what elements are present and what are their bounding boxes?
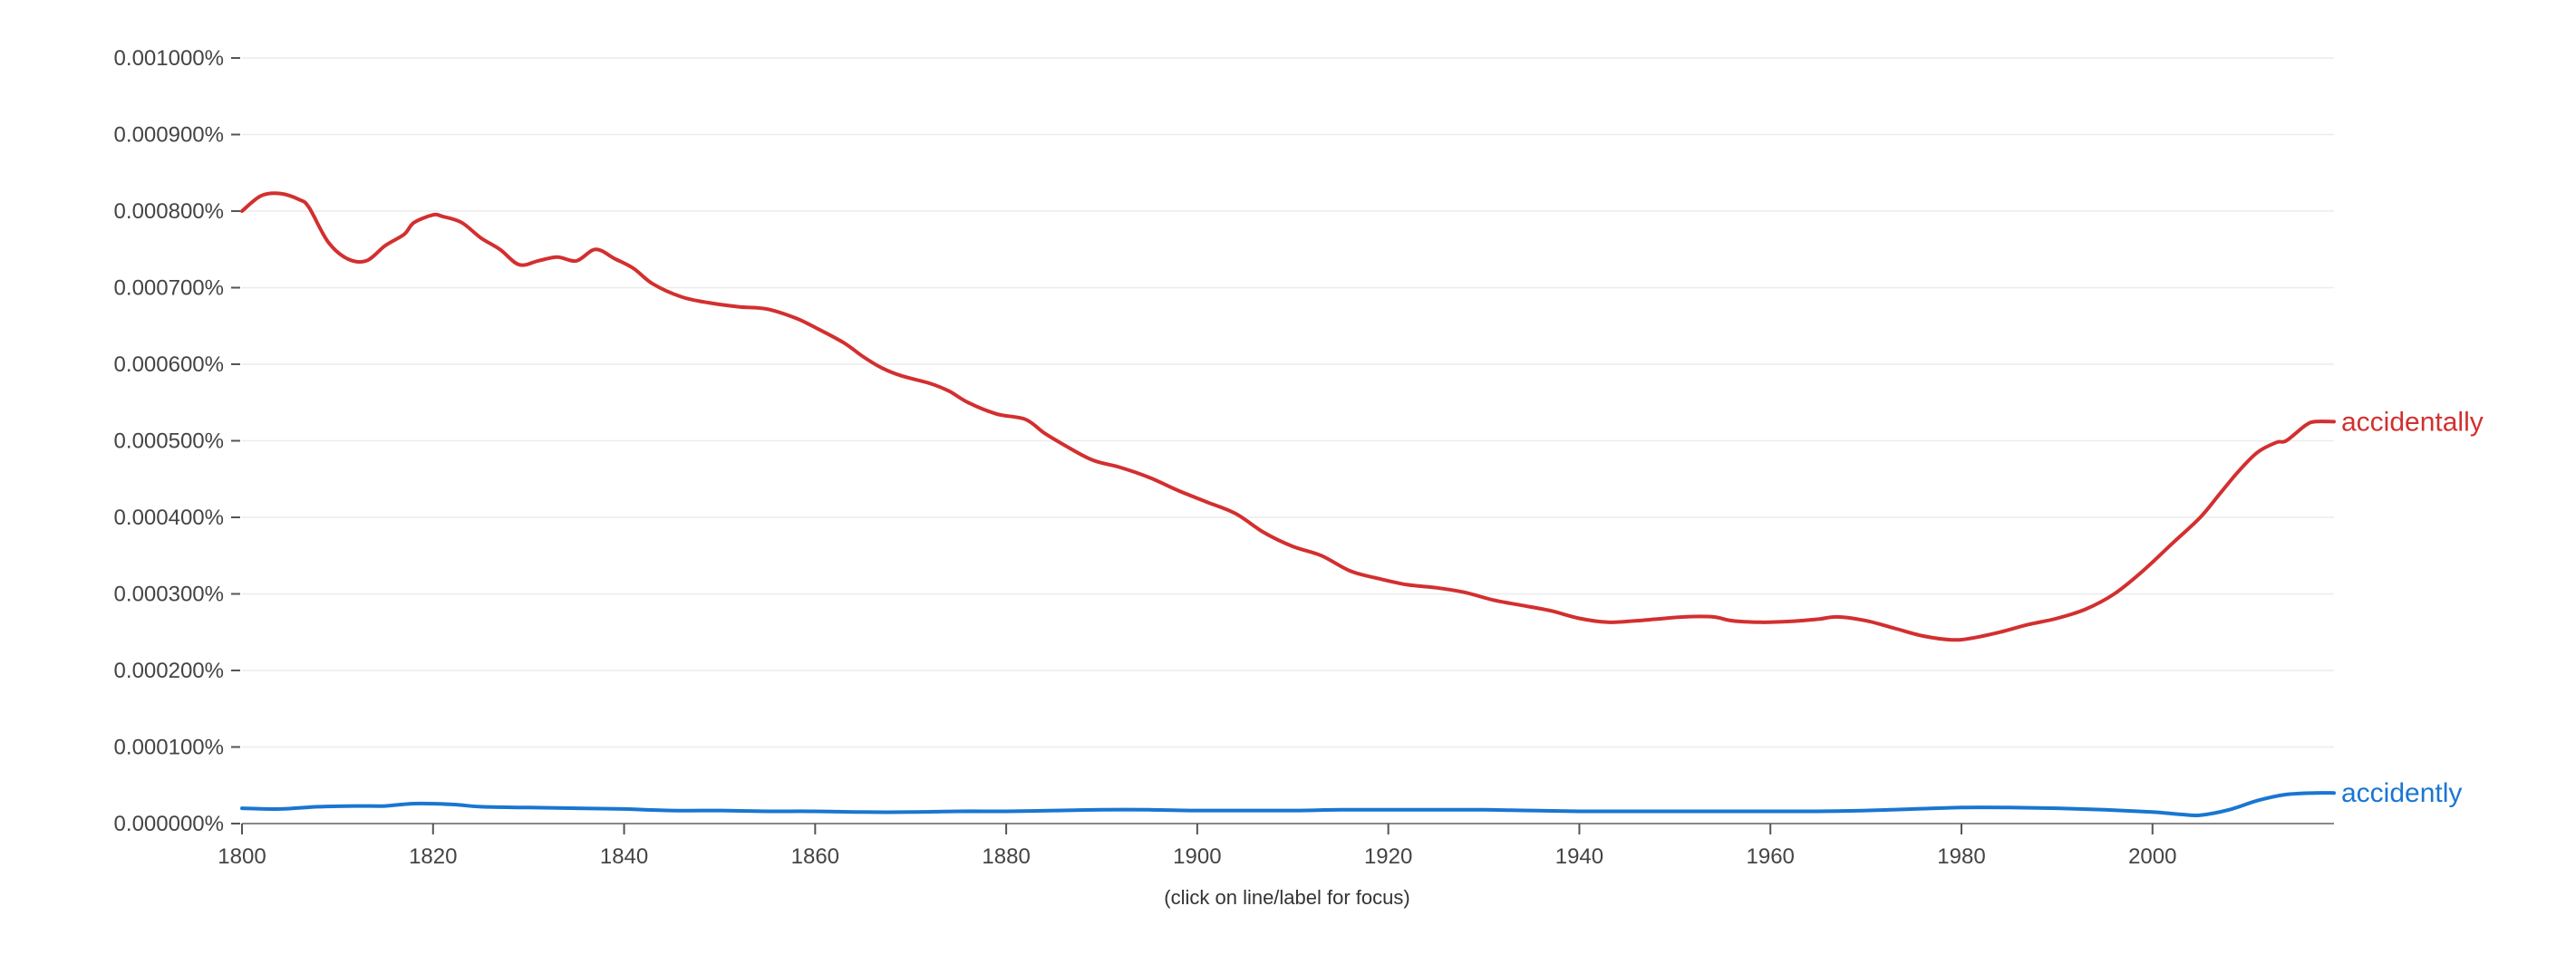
- x-tick-label: 1820: [409, 844, 457, 869]
- focus-hint: (click on line/label for focus): [1164, 886, 1409, 909]
- y-tick-label: 0.000200%: [114, 659, 224, 683]
- x-tick-label: 1800: [218, 844, 266, 869]
- x-tick-label: 1960: [1747, 844, 1795, 869]
- x-axis: 1800 1820 1840 1860 1880 1900 1920 1940 1960 1980…: [218, 823, 2334, 869]
- series-label-accidentally[interactable]: accidentally: [2341, 407, 2484, 437]
- y-tick-label: 0.001000%: [114, 46, 224, 71]
- gridlines: [242, 57, 2334, 748]
- y-tick-label: 0.000100%: [114, 736, 224, 760]
- series-lines[interactable]: [240, 191, 2336, 818]
- series-line-accidently[interactable]: [240, 791, 2336, 818]
- y-tick-label: 0.000700%: [114, 276, 224, 301]
- x-tick-label: 1860: [791, 844, 839, 869]
- y-tick-label: 0.000000%: [114, 812, 224, 836]
- x-tick-label: 1880: [982, 844, 1030, 869]
- y-axis: 0.000000% 0.000100% 0.000200% 0.000300% 0.00…: [114, 46, 240, 836]
- x-tick-label: 1900: [1173, 844, 1221, 869]
- x-tick-label: 1980: [1937, 844, 1985, 869]
- series-label-accidently[interactable]: accidently: [2341, 778, 2462, 808]
- series-line-accidentally[interactable]: [240, 191, 2336, 642]
- y-tick-label: 0.000800%: [114, 199, 224, 224]
- x-tick-label: 2000: [2128, 844, 2176, 869]
- x-tick-label: 1940: [1555, 844, 1603, 869]
- y-tick-label: 0.000900%: [114, 123, 224, 148]
- y-tick-label: 0.000600%: [114, 352, 224, 377]
- x-tick-label: 1920: [1364, 844, 1412, 869]
- x-tick-label: 1840: [600, 844, 648, 869]
- y-tick-label: 0.000400%: [114, 506, 224, 530]
- series-labels[interactable]: accidentally accidently: [2341, 407, 2484, 808]
- y-tick-label: 0.000500%: [114, 429, 224, 454]
- y-tick-label: 0.000300%: [114, 583, 224, 607]
